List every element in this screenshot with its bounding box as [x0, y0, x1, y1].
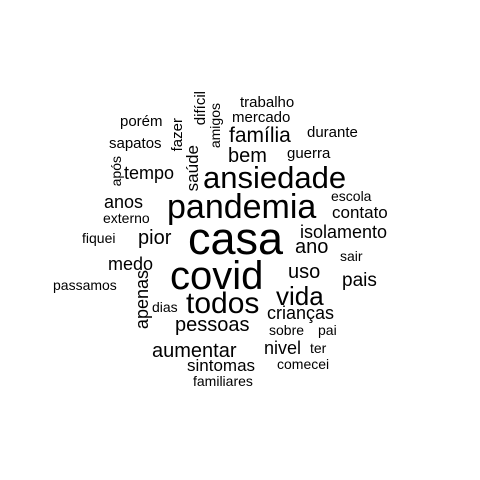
word-pandemia: pandemia	[167, 188, 317, 226]
word-casa: casa	[188, 213, 284, 264]
word-porem: porém	[120, 113, 163, 130]
word-sapatos: sapatos	[109, 135, 162, 152]
word-anos: anos	[104, 192, 144, 212]
word-pior: pior	[138, 227, 172, 249]
word-amigos: amigos	[207, 103, 223, 149]
word-escola: escola	[331, 188, 372, 204]
word-apenas: apenas	[132, 270, 152, 330]
word-fiquei: fiquei	[82, 230, 116, 246]
word-aumentar: aumentar	[152, 340, 237, 362]
word-nivel: nivel	[264, 338, 302, 358]
word-ter: ter	[310, 340, 327, 356]
word-uso: uso	[288, 261, 321, 283]
word-saude: saúde	[183, 145, 202, 192]
word-guerra: guerra	[287, 145, 331, 162]
word-externo: externo	[103, 210, 150, 226]
word-todos: todos	[186, 287, 260, 320]
word-contato: contato	[332, 203, 388, 222]
word-sobre: sobre	[269, 322, 305, 338]
word-familia: família	[229, 124, 291, 147]
word-criancas: crianças	[267, 303, 335, 323]
word-comecei: comecei	[277, 356, 330, 372]
word-covid: covid	[170, 254, 264, 298]
word-familiares: familiares	[193, 373, 253, 389]
word-vida: vida	[276, 281, 324, 311]
word-pais: pais	[342, 270, 377, 291]
word-pai: pai	[318, 322, 337, 338]
word-pessoas: pessoas	[175, 314, 250, 336]
word-bem: bem	[228, 145, 267, 167]
word-trabalho: trabalho	[240, 94, 295, 111]
word-dias: dias	[152, 299, 178, 315]
word-medo: medo	[108, 254, 154, 274]
word-apos: após	[108, 156, 124, 187]
word-fazer: fazer	[169, 118, 186, 152]
word-mercado: mercado	[232, 109, 291, 126]
word-ansiedade: ansiedade	[203, 160, 347, 195]
word-passamos: passamos	[53, 277, 117, 293]
word-isolamento: isolamento	[300, 222, 388, 242]
word-sintomas: sintomas	[187, 356, 256, 375]
word-tempo: tempo	[124, 163, 175, 183]
word-durante: durante	[307, 124, 358, 141]
word-ano: ano	[295, 236, 329, 258]
word-dificil: difícil	[192, 91, 209, 126]
word-sair: sair	[340, 248, 363, 264]
